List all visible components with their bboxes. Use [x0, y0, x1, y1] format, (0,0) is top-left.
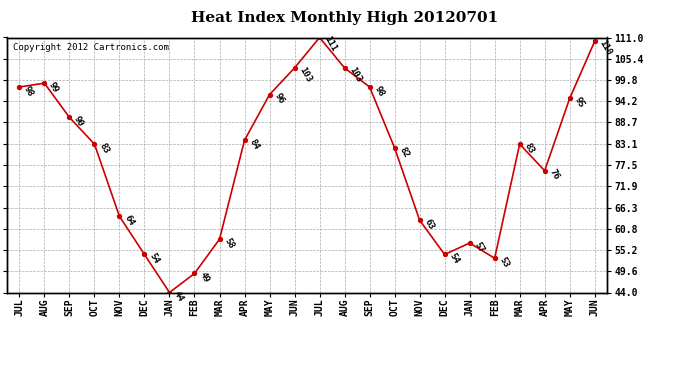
- Text: 98: 98: [22, 84, 35, 98]
- Text: 82: 82: [397, 145, 411, 159]
- Text: 64: 64: [122, 214, 135, 227]
- Text: Heat Index Monthly High 20120701: Heat Index Monthly High 20120701: [191, 11, 499, 25]
- Text: 63: 63: [422, 217, 435, 231]
- Text: 103: 103: [297, 65, 313, 84]
- Text: 76: 76: [547, 168, 560, 182]
- Text: 95: 95: [573, 96, 586, 109]
- Text: 49: 49: [197, 271, 210, 285]
- Text: 44: 44: [172, 290, 186, 303]
- Text: 83: 83: [522, 141, 535, 155]
- Text: 54: 54: [447, 252, 460, 266]
- Text: 90: 90: [72, 115, 86, 129]
- Text: 103: 103: [347, 65, 363, 84]
- Text: 96: 96: [273, 92, 286, 106]
- Text: Copyright 2012 Cartronics.com: Copyright 2012 Cartronics.com: [13, 43, 169, 52]
- Text: 84: 84: [247, 138, 260, 151]
- Text: 57: 57: [473, 240, 486, 254]
- Text: 54: 54: [147, 252, 160, 266]
- Text: 98: 98: [373, 84, 386, 98]
- Text: 58: 58: [222, 237, 235, 250]
- Text: 99: 99: [47, 80, 60, 94]
- Text: 111: 111: [322, 35, 338, 53]
- Text: 53: 53: [497, 255, 511, 269]
- Text: 110: 110: [598, 39, 613, 57]
- Text: 83: 83: [97, 141, 110, 155]
